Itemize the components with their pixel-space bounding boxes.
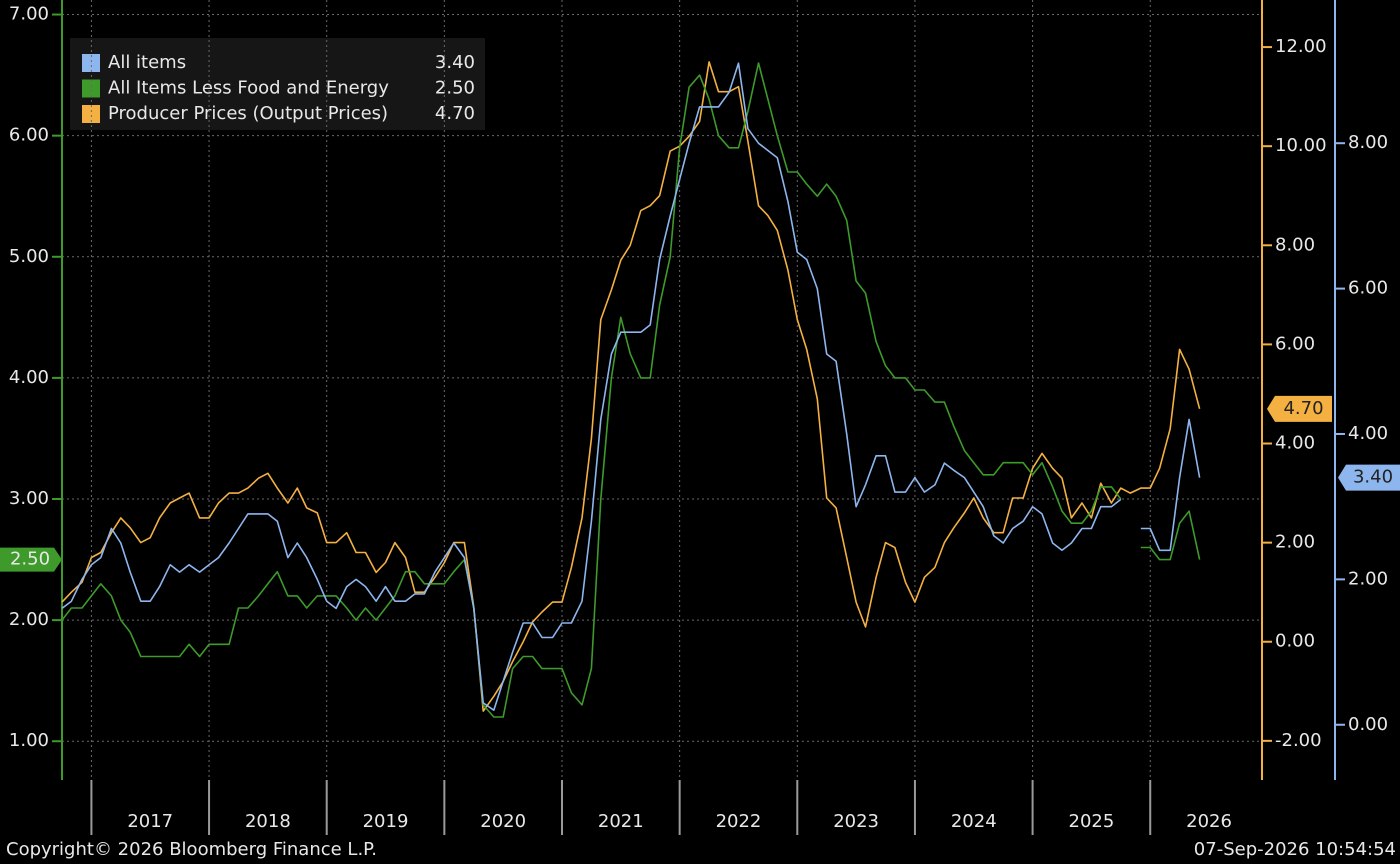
legend: All items 3.40 All Items Less Food and Ene… bbox=[70, 38, 485, 130]
legend-label: All items bbox=[108, 52, 186, 73]
x-tick-label: 2019 bbox=[363, 811, 409, 832]
legend-box bbox=[70, 38, 485, 130]
x-tick-label: 2024 bbox=[951, 811, 997, 832]
x-tick-label: 2026 bbox=[1186, 811, 1232, 832]
axis-tag-label: 2.50 bbox=[10, 549, 50, 570]
legend-value: 3.40 bbox=[435, 52, 475, 73]
series-line bbox=[61, 62, 1201, 711]
y-tick-label: 8.00 bbox=[1348, 132, 1388, 153]
x-tick-label: 2021 bbox=[598, 811, 644, 832]
y-tick-label: 12.00 bbox=[1275, 36, 1327, 57]
y-tick-label: 2.00 bbox=[1348, 568, 1388, 589]
axis-tag bbox=[1338, 464, 1400, 491]
series-line bbox=[61, 62, 1201, 718]
legend-label: Producer Prices (Output Prices) bbox=[108, 103, 388, 124]
legend-swatch bbox=[82, 105, 100, 123]
y-tick-label: 7.00 bbox=[9, 4, 49, 25]
axis-tag-label: 4.70 bbox=[1283, 398, 1323, 419]
x-tick-label: 2025 bbox=[1069, 811, 1115, 832]
legend-swatch bbox=[82, 54, 100, 72]
y-tick-label: 1.00 bbox=[9, 730, 49, 751]
x-tick-label: 2023 bbox=[833, 811, 879, 832]
y-tick-label: -2.00 bbox=[1275, 730, 1322, 751]
legend-swatch bbox=[82, 79, 100, 98]
y-tick-label: 6.00 bbox=[1275, 333, 1315, 354]
legend-label: All Items Less Food and Energy bbox=[108, 78, 389, 99]
y-tick-label: 2.00 bbox=[1275, 532, 1315, 553]
y-tick-label: 3.00 bbox=[9, 488, 49, 509]
x-tick-label: 2022 bbox=[716, 811, 762, 832]
x-tick-label: 2020 bbox=[480, 811, 526, 832]
axis-tag-label: 3.40 bbox=[1353, 467, 1393, 488]
axis-tag bbox=[0, 547, 62, 572]
y-tick-label: 2.00 bbox=[9, 609, 49, 630]
y-tick-label: 4.00 bbox=[1348, 423, 1388, 444]
y-tick-label: 4.00 bbox=[9, 367, 49, 388]
y-tick-label: 10.00 bbox=[1275, 135, 1327, 156]
y-tick-label: 6.00 bbox=[9, 125, 49, 146]
y-tick-label: 0.00 bbox=[1275, 631, 1315, 652]
legend-value: 2.50 bbox=[435, 78, 475, 99]
timestamp: 07-Sep-2026 10:54:54 bbox=[1194, 839, 1396, 860]
y-tick-label: 0.00 bbox=[1348, 714, 1388, 735]
y-tick-label: 4.00 bbox=[1275, 433, 1315, 454]
legend-value: 4.70 bbox=[435, 103, 475, 124]
axis-tag bbox=[1267, 395, 1332, 422]
y-tick-label: 5.00 bbox=[9, 246, 49, 267]
series-line bbox=[61, 61, 1201, 712]
x-tick-label: 2018 bbox=[245, 811, 291, 832]
y-tick-label: 8.00 bbox=[1275, 234, 1315, 255]
y-tick-label: 6.00 bbox=[1348, 278, 1388, 299]
x-tick-label: 2017 bbox=[127, 811, 173, 832]
source-note: Copyright© 2026 Bloomberg Finance L.P. bbox=[6, 839, 377, 860]
